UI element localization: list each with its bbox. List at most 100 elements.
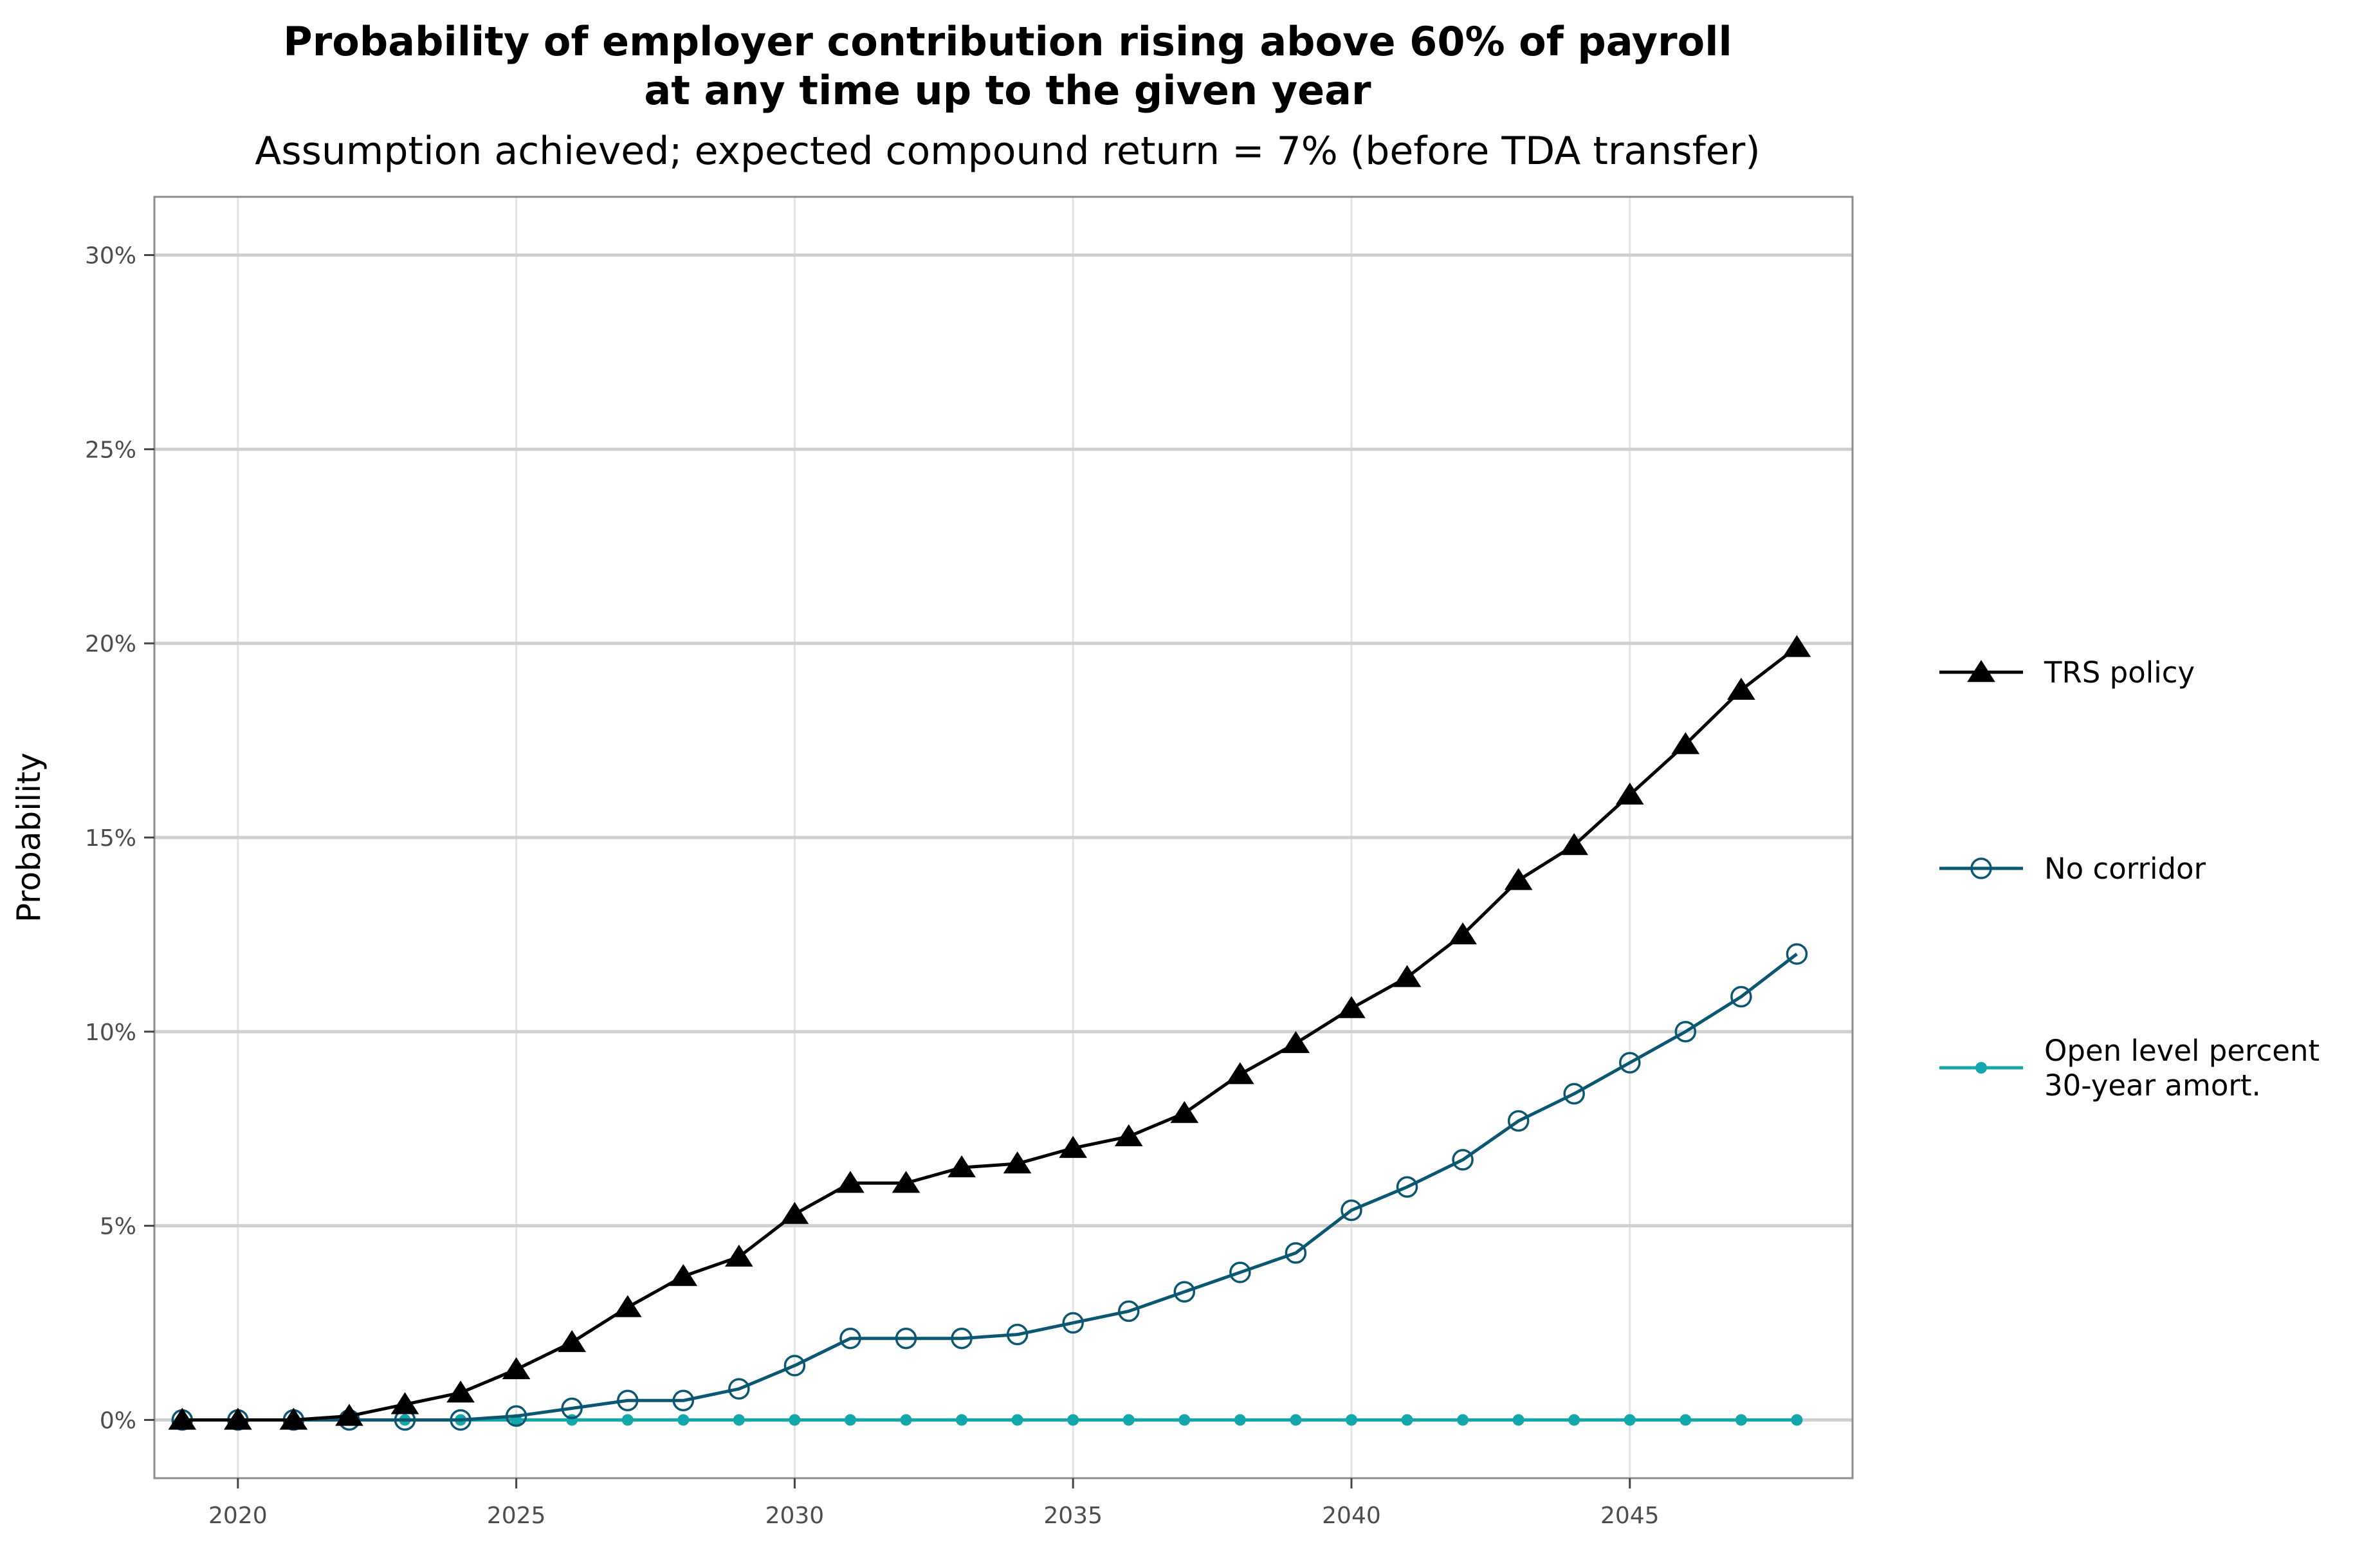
series-1 [171,943,1808,1431]
legend-label-1: No corridor [2044,852,2206,886]
major-gridlines [154,253,1853,1422]
data-point-1-2035 [1062,1312,1084,1334]
data-point-0-2020 [223,1407,252,1430]
y-tick-label-25: 25% [85,437,136,463]
legend-item-0: TRS policy [1939,655,2195,690]
x-tick-label-2045: 2045 [1600,1503,1660,1529]
legend-item-1: No corridor [1939,852,2206,886]
data-point-1-2038 [1229,1261,1251,1283]
x-tick-label-2030: 2030 [765,1503,825,1529]
legend-label-0: TRS policy [2044,655,2195,690]
data-point-0-2025 [502,1357,531,1380]
data-point-2-2033 [956,1414,968,1426]
data-point-1-2028 [672,1389,695,1412]
axis-tick-labels: 2020 2025 2030 2035 2040 2045 0% 5% 10% 15% 20% 25%… [85,243,1660,1529]
data-point-2-2028 [677,1414,690,1426]
data-point-0-2024 [446,1380,475,1403]
legend-marker-0 [1967,660,1995,682]
data-point-0-2030 [780,1202,809,1224]
data-point-1-2034 [1006,1323,1029,1346]
data-point-1-2044 [1563,1083,1585,1105]
data-point-2-2029 [733,1414,745,1426]
data-point-1-2041 [1396,1176,1418,1198]
data-point-1-2047 [1730,985,1752,1008]
data-point-0-2036 [1114,1124,1143,1146]
data-point-0-2034 [1003,1151,1032,1174]
data-point-0-2029 [725,1244,753,1267]
x-tick-label-2035: 2035 [1043,1503,1103,1529]
chart-title-line-1: Probability of employer contribution ris… [283,18,1732,65]
data-point-1-2025 [505,1405,527,1427]
data-point-1-2029 [728,1378,750,1400]
data-point-0-2043 [1504,868,1533,890]
data-point-0-2047 [1727,677,1755,700]
data-point-1-2046 [1674,1021,1697,1043]
data-point-0-2033 [947,1155,976,1178]
data-point-0-2031 [836,1171,865,1193]
legend-label-2: Open level percent 30-year amort. [2044,1034,2320,1103]
data-point-1-2031 [839,1327,861,1350]
data-point-2-2046 [1680,1414,1692,1426]
data-point-2-2030 [789,1414,801,1426]
y-tick-label-0: 0% [100,1407,136,1434]
data-point-1-2043 [1507,1110,1530,1132]
data-point-2-2047 [1735,1414,1747,1426]
data-point-2-2036 [1122,1414,1135,1426]
data-point-1-2032 [895,1327,917,1350]
data-point-2-2034 [1011,1414,1023,1426]
series-0 [168,635,1811,1430]
data-point-0-2046 [1671,732,1700,755]
data-point-1-2040 [1341,1199,1362,1222]
chart-title-line-2: at any time up to the given year [644,67,1371,114]
data-point-0-2041 [1393,965,1422,987]
data-point-2-2043 [1512,1414,1524,1426]
data-point-1-2048 [1786,943,1808,965]
data-point-0-2040 [1337,996,1366,1018]
data-point-2-2044 [1568,1414,1580,1426]
data-point-2-2039 [1290,1414,1302,1426]
chart-subtitle: Assumption achieved; expected compound r… [255,129,1761,174]
data-point-1-2026 [561,1397,583,1420]
data-point-2-2032 [900,1414,912,1426]
legend-marker-1 [1970,857,1992,879]
data-point-2-2048 [1791,1414,1803,1426]
y-tick-label-20: 20% [85,631,136,657]
data-point-0-2038 [1226,1062,1254,1085]
data-point-0-2039 [1281,1030,1310,1054]
x-tick-label-2040: 2040 [1322,1503,1381,1529]
data-point-2-2042 [1457,1414,1469,1426]
y-tick-label-5: 5% [100,1214,136,1240]
data-point-0-2032 [892,1171,920,1193]
data-point-1-2036 [1118,1300,1140,1323]
y-axis-label: Probability [10,753,48,922]
data-point-2-2035 [1067,1414,1079,1426]
data-point-2-2040 [1345,1414,1357,1426]
data-point-0-2037 [1170,1101,1199,1123]
y-tick-label-30: 30% [85,243,136,270]
data-point-1-2027 [616,1389,639,1412]
data-point-1-2033 [951,1327,973,1350]
data-point-1-2045 [1619,1052,1641,1074]
data-point-2-2031 [844,1414,856,1426]
legend-label-line-0-0: TRS policy [2044,655,2195,690]
y-tick-label-10: 10% [85,1020,136,1046]
data-point-0-2026 [558,1330,587,1352]
data-point-0-2048 [1782,635,1811,657]
data-point-0-2021 [279,1407,308,1430]
legend-marker-2 [1975,1062,1987,1074]
axis-ticks [144,254,1631,1488]
data-point-1-2039 [1285,1242,1307,1264]
data-point-1-2024 [450,1409,471,1431]
data-point-0-2045 [1615,782,1644,805]
data-point-0-2044 [1560,833,1589,856]
data-point-0-2019 [168,1407,197,1430]
data-point-2-2041 [1401,1414,1413,1426]
legend: TRS policy No corridor Open level percent 3… [1939,655,2320,1103]
data-point-0-2023 [390,1392,419,1414]
y-tick-label-15: 15% [85,825,136,852]
data-point-0-2022 [335,1404,363,1426]
data-point-2-2045 [1624,1414,1636,1426]
data-point-2-2038 [1234,1414,1246,1426]
data-point-0-2042 [1449,922,1477,945]
